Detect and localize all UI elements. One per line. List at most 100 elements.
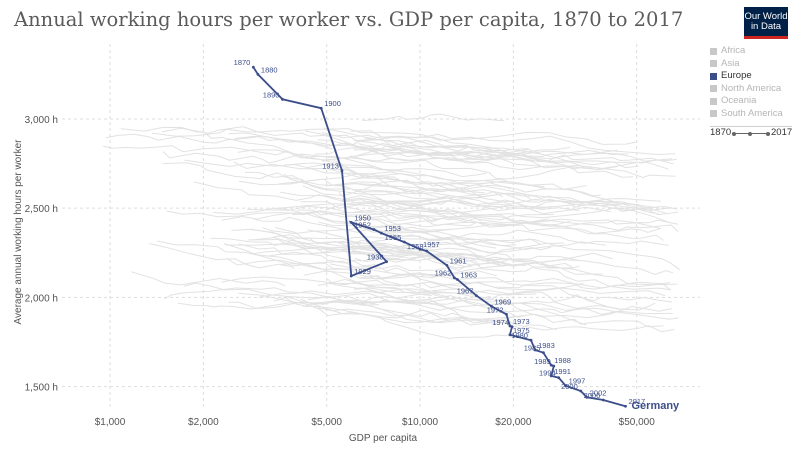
x-tick-label: $5,000 xyxy=(311,417,342,428)
legend-item-oceania[interactable]: Oceania xyxy=(710,95,796,108)
background-series-line xyxy=(105,133,545,188)
legend: Africa Asia Europe North America Oceania… xyxy=(710,45,796,127)
background-series-line xyxy=(327,168,481,199)
background-series-line xyxy=(326,278,666,300)
background-series-line xyxy=(297,209,441,222)
data-point xyxy=(349,274,353,278)
legend-divider xyxy=(710,126,792,127)
year-label: 1974 xyxy=(492,318,509,327)
background-series-line xyxy=(246,205,571,226)
legend-swatch xyxy=(710,110,717,118)
background-series-line xyxy=(363,261,672,291)
legend-item-north-america[interactable]: North America xyxy=(710,83,796,96)
timeline-mid-dot xyxy=(748,131,752,136)
data-point xyxy=(349,221,353,224)
background-series-line xyxy=(275,227,674,276)
background-series-line xyxy=(325,200,664,241)
background-series-line xyxy=(343,205,673,222)
legend-label: North America xyxy=(721,82,782,94)
background-series-line xyxy=(237,149,669,223)
legend-item-south-america[interactable]: South America xyxy=(710,108,796,121)
y-tick-label: 2,000 h xyxy=(25,293,58,304)
data-point xyxy=(585,395,589,399)
data-point xyxy=(541,351,545,355)
background-series-line xyxy=(360,212,679,233)
year-label: 1994 xyxy=(539,369,556,378)
legend-swatch xyxy=(710,97,717,105)
year-label: 1890 xyxy=(263,90,280,99)
data-point xyxy=(505,312,508,316)
background-series-line xyxy=(275,200,678,216)
x-tick-label: $20,000 xyxy=(495,417,532,428)
background-series-line xyxy=(210,237,440,252)
data-point xyxy=(624,404,627,408)
background-series-line xyxy=(369,144,677,164)
x-tick-label: $2,000 xyxy=(188,417,219,428)
background-series-line xyxy=(353,287,491,299)
y-axis-ticks: 1,500 h 2,000 h 2,500 h 3,000 h xyxy=(25,115,58,394)
background-series-line xyxy=(151,127,637,145)
year-label: 1953 xyxy=(384,224,401,233)
background-series-line xyxy=(353,145,542,167)
data-point xyxy=(549,363,553,367)
background-series-line xyxy=(253,246,432,260)
data-point xyxy=(475,294,478,297)
background-series-line xyxy=(120,126,333,150)
year-label: 1988 xyxy=(554,356,571,365)
year-label: 1969 xyxy=(494,297,511,306)
timeline-end-handle[interactable] xyxy=(766,131,770,136)
data-point xyxy=(601,398,605,402)
timeline-start-handle[interactable] xyxy=(732,131,736,136)
year-label: 1955 xyxy=(385,233,402,242)
data-point xyxy=(508,333,512,337)
data-point xyxy=(379,231,383,235)
year-label: 1961 xyxy=(450,256,467,265)
background-series-line xyxy=(302,179,511,205)
background-series-line xyxy=(244,171,553,212)
background-series-line xyxy=(300,298,515,324)
y-tick-label: 1,500 h xyxy=(25,383,58,394)
legend-item-europe[interactable]: Europe xyxy=(710,70,796,83)
background-series-line xyxy=(221,276,656,311)
y-tick-label: 3,000 h xyxy=(25,115,58,126)
background-series-line xyxy=(345,295,673,315)
x-axis-ticks: $1,000 $2,000 $5,000 $10,000 $20,000 $50,000 xyxy=(95,417,656,428)
data-point xyxy=(340,169,344,173)
year-label: 1983 xyxy=(538,341,555,350)
data-point xyxy=(564,384,568,388)
background-series-line xyxy=(262,226,580,269)
x-tick-label: $50,000 xyxy=(619,417,656,428)
year-label: 1900 xyxy=(324,99,341,108)
data-point xyxy=(425,249,429,253)
year-label: 1989 xyxy=(534,357,551,366)
background-series-line xyxy=(321,132,676,156)
year-label: 1963 xyxy=(460,271,477,280)
background-series-line xyxy=(350,182,601,197)
background-series-line xyxy=(254,216,414,233)
background-series-line xyxy=(238,173,660,215)
background-series-line xyxy=(358,299,664,328)
data-point xyxy=(557,376,561,380)
year-label: 1952 xyxy=(354,221,371,230)
data-point xyxy=(251,65,255,69)
year-label: 1962 xyxy=(435,269,452,278)
background-series-line xyxy=(166,208,549,223)
data-point xyxy=(510,325,514,329)
legend-label: Asia xyxy=(721,57,740,69)
timeline-control[interactable]: 1870 2017 xyxy=(710,127,798,141)
year-label: 1975 xyxy=(513,326,530,335)
legend-swatch xyxy=(710,72,717,80)
background-series-line xyxy=(285,164,587,190)
background-series-line xyxy=(345,236,542,245)
background-series-line xyxy=(280,260,672,303)
legend-swatch xyxy=(710,47,717,55)
data-point xyxy=(579,389,583,393)
background-series-line xyxy=(238,292,514,339)
owid-logo[interactable]: Our World in Data xyxy=(744,7,788,39)
data-point xyxy=(319,106,323,110)
legend-item-asia[interactable]: Asia xyxy=(710,58,796,71)
background-series-line xyxy=(362,113,505,122)
year-label: 1880 xyxy=(261,65,278,74)
legend-item-africa[interactable]: Africa xyxy=(710,45,796,58)
